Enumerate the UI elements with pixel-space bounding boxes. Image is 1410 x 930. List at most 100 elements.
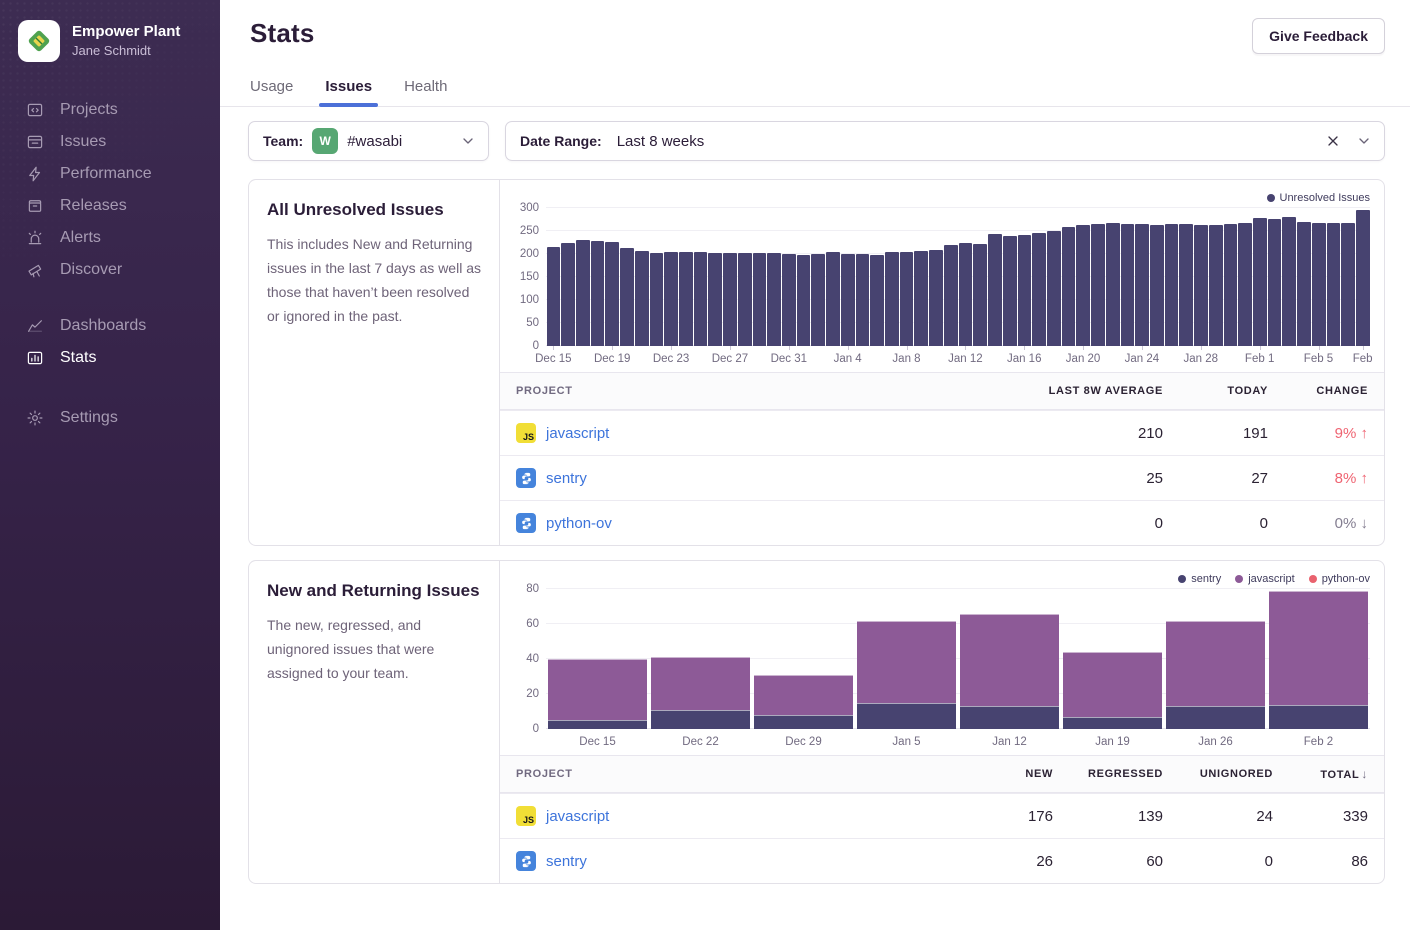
bar-day-35	[1061, 226, 1076, 346]
x-tick-label: Jan 5	[892, 736, 921, 748]
project-link[interactable]: sentry	[546, 469, 587, 487]
tab-issues[interactable]: Issues	[319, 78, 378, 107]
column-header-project: PROJECT	[516, 768, 953, 780]
x-tick-label: Feb 2	[1303, 736, 1334, 748]
stats-icon	[26, 349, 44, 367]
bar-day-32	[1017, 234, 1032, 346]
clear-date-range-icon[interactable]	[1325, 133, 1341, 149]
project-cell: JS javascript	[516, 423, 973, 443]
stack	[1166, 589, 1265, 729]
bar-day-25	[914, 251, 929, 346]
sidebar-item-label: Releases	[60, 197, 127, 214]
sidebar-item-label: Discover	[60, 261, 123, 278]
card-new-returning-issues: New and Returning Issues The new, regres…	[248, 560, 1385, 884]
segment-javascript	[754, 674, 853, 715]
stack	[960, 589, 1059, 729]
sidebar-item-performance[interactable]: Performance	[0, 158, 220, 190]
bar-day-34	[1046, 230, 1061, 346]
y-tick-label: 40	[526, 653, 539, 665]
sidebar-item-releases[interactable]: Releases	[0, 190, 220, 222]
user-name: Jane Schmidt	[72, 42, 151, 58]
org-switcher[interactable]: Empower Plant Jane Schmidt	[0, 0, 220, 72]
bar-day-38	[1105, 222, 1120, 346]
sidebar-item-alerts[interactable]: Alerts	[0, 222, 220, 254]
team-filter[interactable]: Team: W #wasabi	[248, 121, 489, 161]
change-cell: 8% ↑	[1334, 469, 1368, 487]
sidebar-item-label: Projects	[60, 101, 118, 118]
sidebar-item-projects[interactable]: Projects	[0, 94, 220, 126]
page-header: Stats Give Feedback	[220, 0, 1410, 54]
segment-javascript	[960, 613, 1059, 707]
gridline	[546, 322, 1370, 323]
segment-sentry	[754, 715, 853, 729]
bar-day-13	[737, 252, 752, 346]
table-row: JS javascript 210 191 9% ↑	[500, 410, 1384, 455]
sidebar-item-settings[interactable]: Settings	[0, 402, 220, 434]
column-header-total[interactable]: TOTAL ↓	[1273, 767, 1368, 781]
column-header-last-8w-average: LAST 8W AVERAGE	[973, 385, 1163, 397]
x-tick-label: Dec 23	[652, 353, 690, 365]
plot: 0 50 100 150 200 250 300	[520, 202, 1370, 352]
x-tick-label: Jan 20	[1065, 353, 1101, 365]
bar-day-8	[664, 251, 678, 346]
card-description: The new, regressed, and unignored issues…	[267, 617, 435, 682]
project-link[interactable]: sentry	[546, 852, 587, 870]
x-tick	[729, 346, 731, 350]
segment-sentry	[857, 702, 956, 729]
segment-javascript	[1063, 652, 1162, 717]
gridline	[546, 253, 1370, 254]
stack	[857, 589, 956, 729]
bar-day-12	[723, 252, 737, 346]
column-header-label: CHANGE	[1316, 385, 1368, 397]
bar-day-31	[1002, 235, 1017, 346]
legend-label: python-ov	[1321, 573, 1370, 585]
bar-day-29	[973, 244, 988, 346]
project-link[interactable]: javascript	[546, 807, 610, 825]
bar-day-11	[708, 253, 723, 346]
legend-dot-icon	[1266, 194, 1275, 202]
table-header-row: PROJECT NEW REGRESSED UNIGNORED TOTAL ↓	[500, 755, 1384, 793]
sidebar-item-dashboards[interactable]: Dashboards	[0, 310, 220, 342]
bar-group-jan-5	[855, 589, 958, 729]
x-tick-label: Dec 22	[682, 736, 719, 748]
bar-group-dec-22	[649, 589, 752, 729]
date-range-filter[interactable]: Date Range: Last 8 weeks	[505, 121, 1385, 161]
sidebar-item-discover[interactable]: Discover	[0, 254, 220, 286]
bar-day-20	[840, 253, 855, 346]
x-tick	[906, 346, 908, 350]
y-tick-label: 200	[519, 248, 539, 260]
chevron-down-icon[interactable]	[460, 133, 476, 149]
give-feedback-button[interactable]: Give Feedback	[1252, 18, 1385, 54]
column-header-label: TODAY	[1227, 385, 1268, 397]
bar-day-3	[590, 240, 605, 346]
segment-javascript	[857, 620, 956, 703]
x-tick-label: Jan 28	[1183, 353, 1219, 365]
sidebar-item-issues[interactable]: Issues	[0, 126, 220, 158]
gridline	[546, 728, 1370, 729]
stack	[1063, 589, 1162, 729]
sidebar-item-stats[interactable]: Stats	[0, 342, 220, 374]
x-tick-label: Dec 27	[711, 353, 749, 365]
value-cell: 24	[1256, 807, 1273, 825]
project-link[interactable]: python-ov	[546, 514, 612, 532]
releases-icon	[26, 197, 44, 215]
bar-group-jan-26	[1164, 589, 1267, 729]
tab-health[interactable]: Health	[404, 78, 448, 95]
y-tick-label: 150	[519, 271, 539, 283]
bar-day-1	[561, 242, 575, 346]
chevron-down-icon[interactable]	[1356, 133, 1372, 149]
chart-legend: Unresolved Issues	[508, 188, 1370, 208]
legend-item-sentry: sentry	[1178, 573, 1221, 585]
tab-usage[interactable]: Usage	[250, 78, 294, 95]
column-header-regressed: REGRESSED	[1053, 768, 1163, 780]
filter-bar: Team: W #wasabi Date Range: Last 8 weeks	[248, 121, 1385, 161]
project-link[interactable]: javascript	[546, 424, 610, 442]
x-tick-label: Feb 1	[1244, 353, 1275, 365]
x-tick-label: Jan 8	[892, 353, 921, 365]
bar-day-37	[1091, 223, 1105, 346]
table-row: python-ov 0 0 0% ↓	[500, 500, 1384, 545]
gridline	[546, 345, 1370, 346]
table-row: JS javascript 176 139 24 339	[500, 793, 1384, 838]
content: Team: W #wasabi Date Range: Last 8 weeks	[220, 107, 1410, 930]
x-tick-label: Dec 29	[785, 736, 822, 748]
